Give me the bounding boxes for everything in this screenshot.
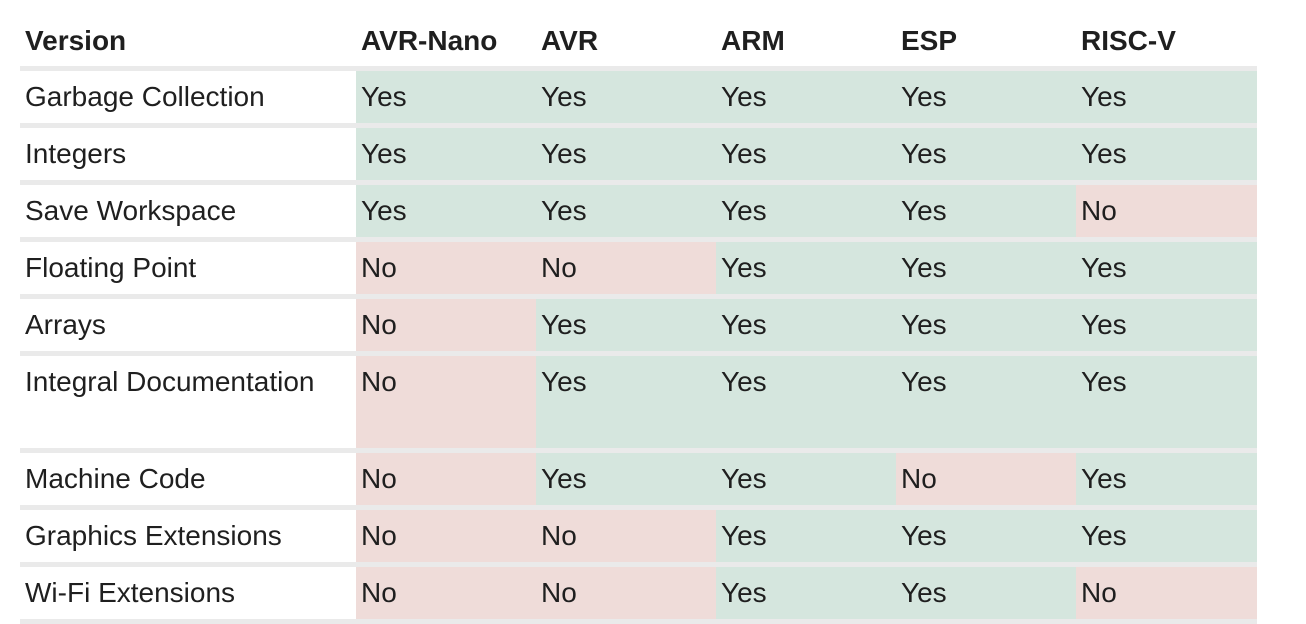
table-cell: No [356, 507, 536, 567]
table-row: Garbage Collection Yes Yes Yes Yes Yes [20, 68, 1257, 128]
table-cell: Yes [1076, 450, 1257, 510]
table-cell: Yes [896, 68, 1076, 128]
row-label: Save Workspace [20, 182, 356, 242]
row-label: Integral Documentation [20, 353, 356, 453]
row-label: Wi-Fi Extensions [20, 564, 356, 624]
feature-comparison-table-container: Version AVR-Nano AVR ARM ESP RISC-V Garb… [20, 20, 1257, 624]
table-cell: No [356, 564, 536, 624]
table-cell: Yes [1076, 296, 1257, 356]
table-row: Wi-Fi Extensions No No Yes Yes No [20, 564, 1257, 624]
table-cell: Yes [1076, 125, 1257, 185]
table-row: Integral Documentation No Yes Yes Yes Ye… [20, 353, 1257, 453]
table-cell: Yes [716, 239, 896, 299]
table-cell: No [356, 239, 536, 299]
table-cell: Yes [1076, 239, 1257, 299]
table-cell: Yes [896, 507, 1076, 567]
table-cell: Yes [896, 296, 1076, 356]
table-row: Arrays No Yes Yes Yes Yes [20, 296, 1257, 356]
table-cell: Yes [716, 125, 896, 185]
table-cell: Yes [716, 353, 896, 453]
table-cell: Yes [536, 68, 716, 128]
row-label: Machine Code [20, 450, 356, 510]
header-esp: ESP [896, 20, 1076, 71]
table-cell: Yes [716, 450, 896, 510]
table-cell: Yes [1076, 68, 1257, 128]
table-cell: Yes [716, 564, 896, 624]
table-cell: No [536, 239, 716, 299]
table-row: Integers Yes Yes Yes Yes Yes [20, 125, 1257, 185]
table-cell: Yes [536, 450, 716, 510]
feature-comparison-table: Version AVR-Nano AVR ARM ESP RISC-V Garb… [20, 20, 1257, 624]
table-cell: Yes [536, 182, 716, 242]
table-cell: Yes [716, 296, 896, 356]
header-avr: AVR [536, 20, 716, 71]
table-cell: No [896, 450, 1076, 510]
row-label: Floating Point [20, 239, 356, 299]
table-row: Graphics Extensions No No Yes Yes Yes [20, 507, 1257, 567]
table-cell: No [1076, 182, 1257, 242]
header-version: Version [20, 20, 356, 71]
table-cell: Yes [716, 507, 896, 567]
table-cell: No [536, 507, 716, 567]
table-cell: Yes [1076, 353, 1257, 453]
table-cell: Yes [536, 353, 716, 453]
table-cell: Yes [896, 182, 1076, 242]
table-cell: Yes [356, 182, 536, 242]
table-row: Floating Point No No Yes Yes Yes [20, 239, 1257, 299]
header-avr-nano: AVR-Nano [356, 20, 536, 71]
table-cell: Yes [896, 353, 1076, 453]
table-cell: Yes [1076, 507, 1257, 567]
table-cell: Yes [716, 68, 896, 128]
header-row: Version AVR-Nano AVR ARM ESP RISC-V [20, 20, 1257, 71]
row-label: Graphics Extensions [20, 507, 356, 567]
table-cell: Yes [536, 296, 716, 356]
table-cell: Yes [356, 125, 536, 185]
table-row: Save Workspace Yes Yes Yes Yes No [20, 182, 1257, 242]
table-cell: Yes [536, 125, 716, 185]
table-row: Machine Code No Yes Yes No Yes [20, 450, 1257, 510]
table-cell: Yes [896, 125, 1076, 185]
table-cell: Yes [356, 68, 536, 128]
table-cell: No [356, 296, 536, 356]
header-arm: ARM [716, 20, 896, 71]
table-cell: Yes [896, 564, 1076, 624]
table-cell: Yes [896, 239, 1076, 299]
table-cell: Yes [716, 182, 896, 242]
table-cell: No [536, 564, 716, 624]
table-cell: No [356, 353, 536, 453]
table-cell: No [356, 450, 536, 510]
table-cell: No [1076, 564, 1257, 624]
row-label: Integers [20, 125, 356, 185]
header-risc-v: RISC-V [1076, 20, 1257, 71]
row-label: Garbage Collection [20, 68, 356, 128]
row-label: Arrays [20, 296, 356, 356]
